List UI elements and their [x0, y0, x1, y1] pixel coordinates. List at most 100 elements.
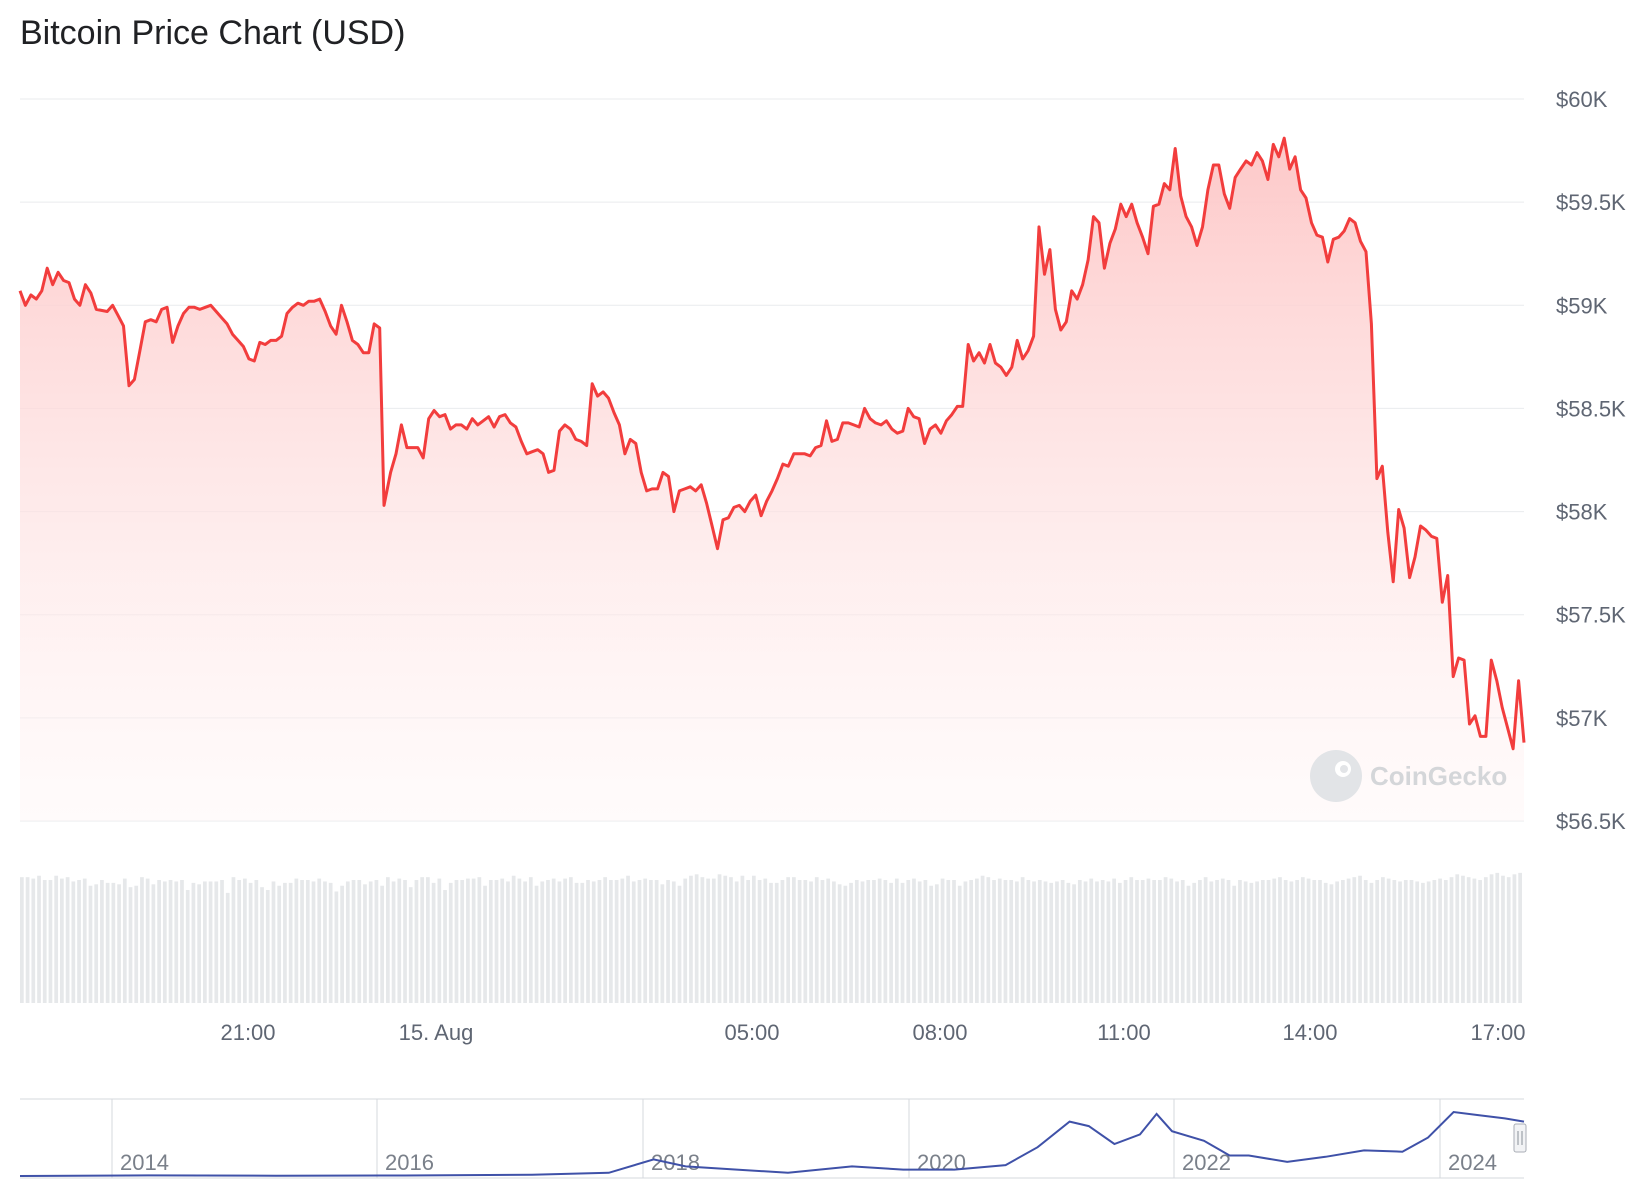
navigator-range-handle[interactable]: [1513, 1123, 1527, 1153]
volume-bar: [854, 880, 859, 1003]
page-title: Bitcoin Price Chart (USD): [20, 14, 406, 52]
volume-bar: [952, 880, 956, 1003]
coingecko-watermark: CoinGecko: [1310, 750, 1507, 802]
volume-bar: [351, 880, 356, 1003]
volume-bar: [1226, 880, 1231, 1003]
volume-bar: [1135, 880, 1139, 1003]
volume-bar: [71, 881, 76, 1003]
volume-bar: [111, 882, 116, 1003]
volume-bar: [866, 880, 871, 1003]
volume-bar: [820, 880, 825, 1003]
volume-bar: [1123, 880, 1128, 1003]
volume-bar: [1026, 880, 1031, 1003]
price-area-fill: [20, 138, 1524, 821]
volume-bar: [1083, 881, 1088, 1003]
volume-bar: [1055, 881, 1059, 1003]
volume-bar: [426, 877, 430, 1003]
volume-bar: [603, 877, 608, 1003]
volume-bar: [414, 880, 419, 1003]
volume-bar: [1358, 875, 1362, 1003]
time-navigator[interactable]: 2014 2016 2018 2020 2022 2024: [19, 1098, 1527, 1179]
volume-bar: [174, 881, 179, 1003]
volume-bar: [517, 878, 522, 1003]
volume-bar: [42, 880, 47, 1003]
volume-bar: [94, 884, 99, 1003]
volume-bar: [717, 874, 722, 1003]
volume-bar: [1192, 882, 1197, 1003]
volume-bar: [288, 882, 293, 1003]
volume-bar: [151, 884, 156, 1003]
volume-bar: [631, 881, 636, 1003]
volume-bar: [1163, 877, 1168, 1003]
volume-bar: [740, 875, 745, 1003]
volume-bar: [117, 884, 121, 1003]
volume-bar: [197, 884, 201, 1003]
volume-bar: [1100, 880, 1105, 1003]
volume-bar: [1478, 880, 1482, 1003]
volume-bar: [849, 882, 853, 1003]
volume-bar: [140, 877, 144, 1003]
volume-bar: [31, 878, 36, 1003]
volume-bar: [191, 882, 196, 1003]
volume-bar: [1289, 881, 1294, 1003]
volume-bar: [323, 881, 327, 1003]
volume-bar: [1329, 884, 1334, 1003]
volume-bar: [923, 880, 928, 1003]
volume-bar: [723, 875, 728, 1003]
volume-bar: [1169, 878, 1174, 1003]
volume-bar: [900, 882, 905, 1003]
volume-bar: [1266, 880, 1271, 1003]
volume-bar: [1352, 877, 1357, 1003]
navigator-price-line: [19, 1110, 1525, 1177]
volume-bar: [637, 880, 642, 1003]
volume-bar: [466, 878, 470, 1003]
volume-bar: [437, 878, 442, 1003]
volume-bar: [1403, 880, 1408, 1003]
volume-bar: [225, 892, 230, 1003]
volume-bar: [1255, 881, 1259, 1003]
volume-bar: [551, 878, 556, 1003]
volume-bar: [477, 877, 482, 1003]
volume-bar: [620, 878, 625, 1003]
volume-bar: [1089, 878, 1094, 1003]
volume-bar: [1398, 881, 1402, 1003]
volume-bar: [122, 878, 127, 1003]
x-tick-label: 11:00: [1097, 1020, 1150, 1045]
volume-bar: [328, 882, 333, 1003]
volume-bar: [683, 878, 688, 1003]
volume-bar: [1129, 877, 1134, 1003]
volume-bar: [1203, 877, 1208, 1003]
volume-bar: [986, 877, 991, 1003]
volume-bar: [248, 882, 253, 1003]
volume-bar: [431, 882, 436, 1003]
volume-bar: [1512, 874, 1517, 1003]
volume-bar: [557, 881, 562, 1003]
volume-bar: [1426, 881, 1431, 1003]
volume-bar: [1341, 880, 1345, 1003]
volume-bar: [1049, 882, 1054, 1003]
y-tick-label: $60K: [1556, 87, 1608, 112]
volume-bar: [609, 880, 613, 1003]
volume-bars: [20, 872, 1522, 1003]
volume-bar: [1363, 880, 1368, 1003]
y-tick-label: $58.5K: [1556, 396, 1626, 421]
volume-bar: [877, 878, 882, 1003]
volume-bar: [1369, 882, 1374, 1003]
volume-bar: [391, 881, 396, 1003]
volume-bar: [1009, 880, 1014, 1003]
volume-bar: [214, 881, 219, 1003]
volume-bar: [997, 878, 1002, 1003]
volume-bar: [157, 880, 161, 1003]
volume-bar: [814, 877, 819, 1003]
price-line[interactable]: [18, 136, 1526, 751]
volume-bar: [1209, 881, 1214, 1003]
volume-bar: [294, 878, 299, 1003]
volume-bar: [1015, 881, 1019, 1003]
volume-bar: [660, 884, 665, 1003]
volume-bar: [940, 878, 945, 1003]
volume-bar: [734, 881, 739, 1003]
volume-bar: [1449, 877, 1454, 1003]
volume-bar: [420, 877, 425, 1003]
volume-bar: [832, 881, 836, 1003]
